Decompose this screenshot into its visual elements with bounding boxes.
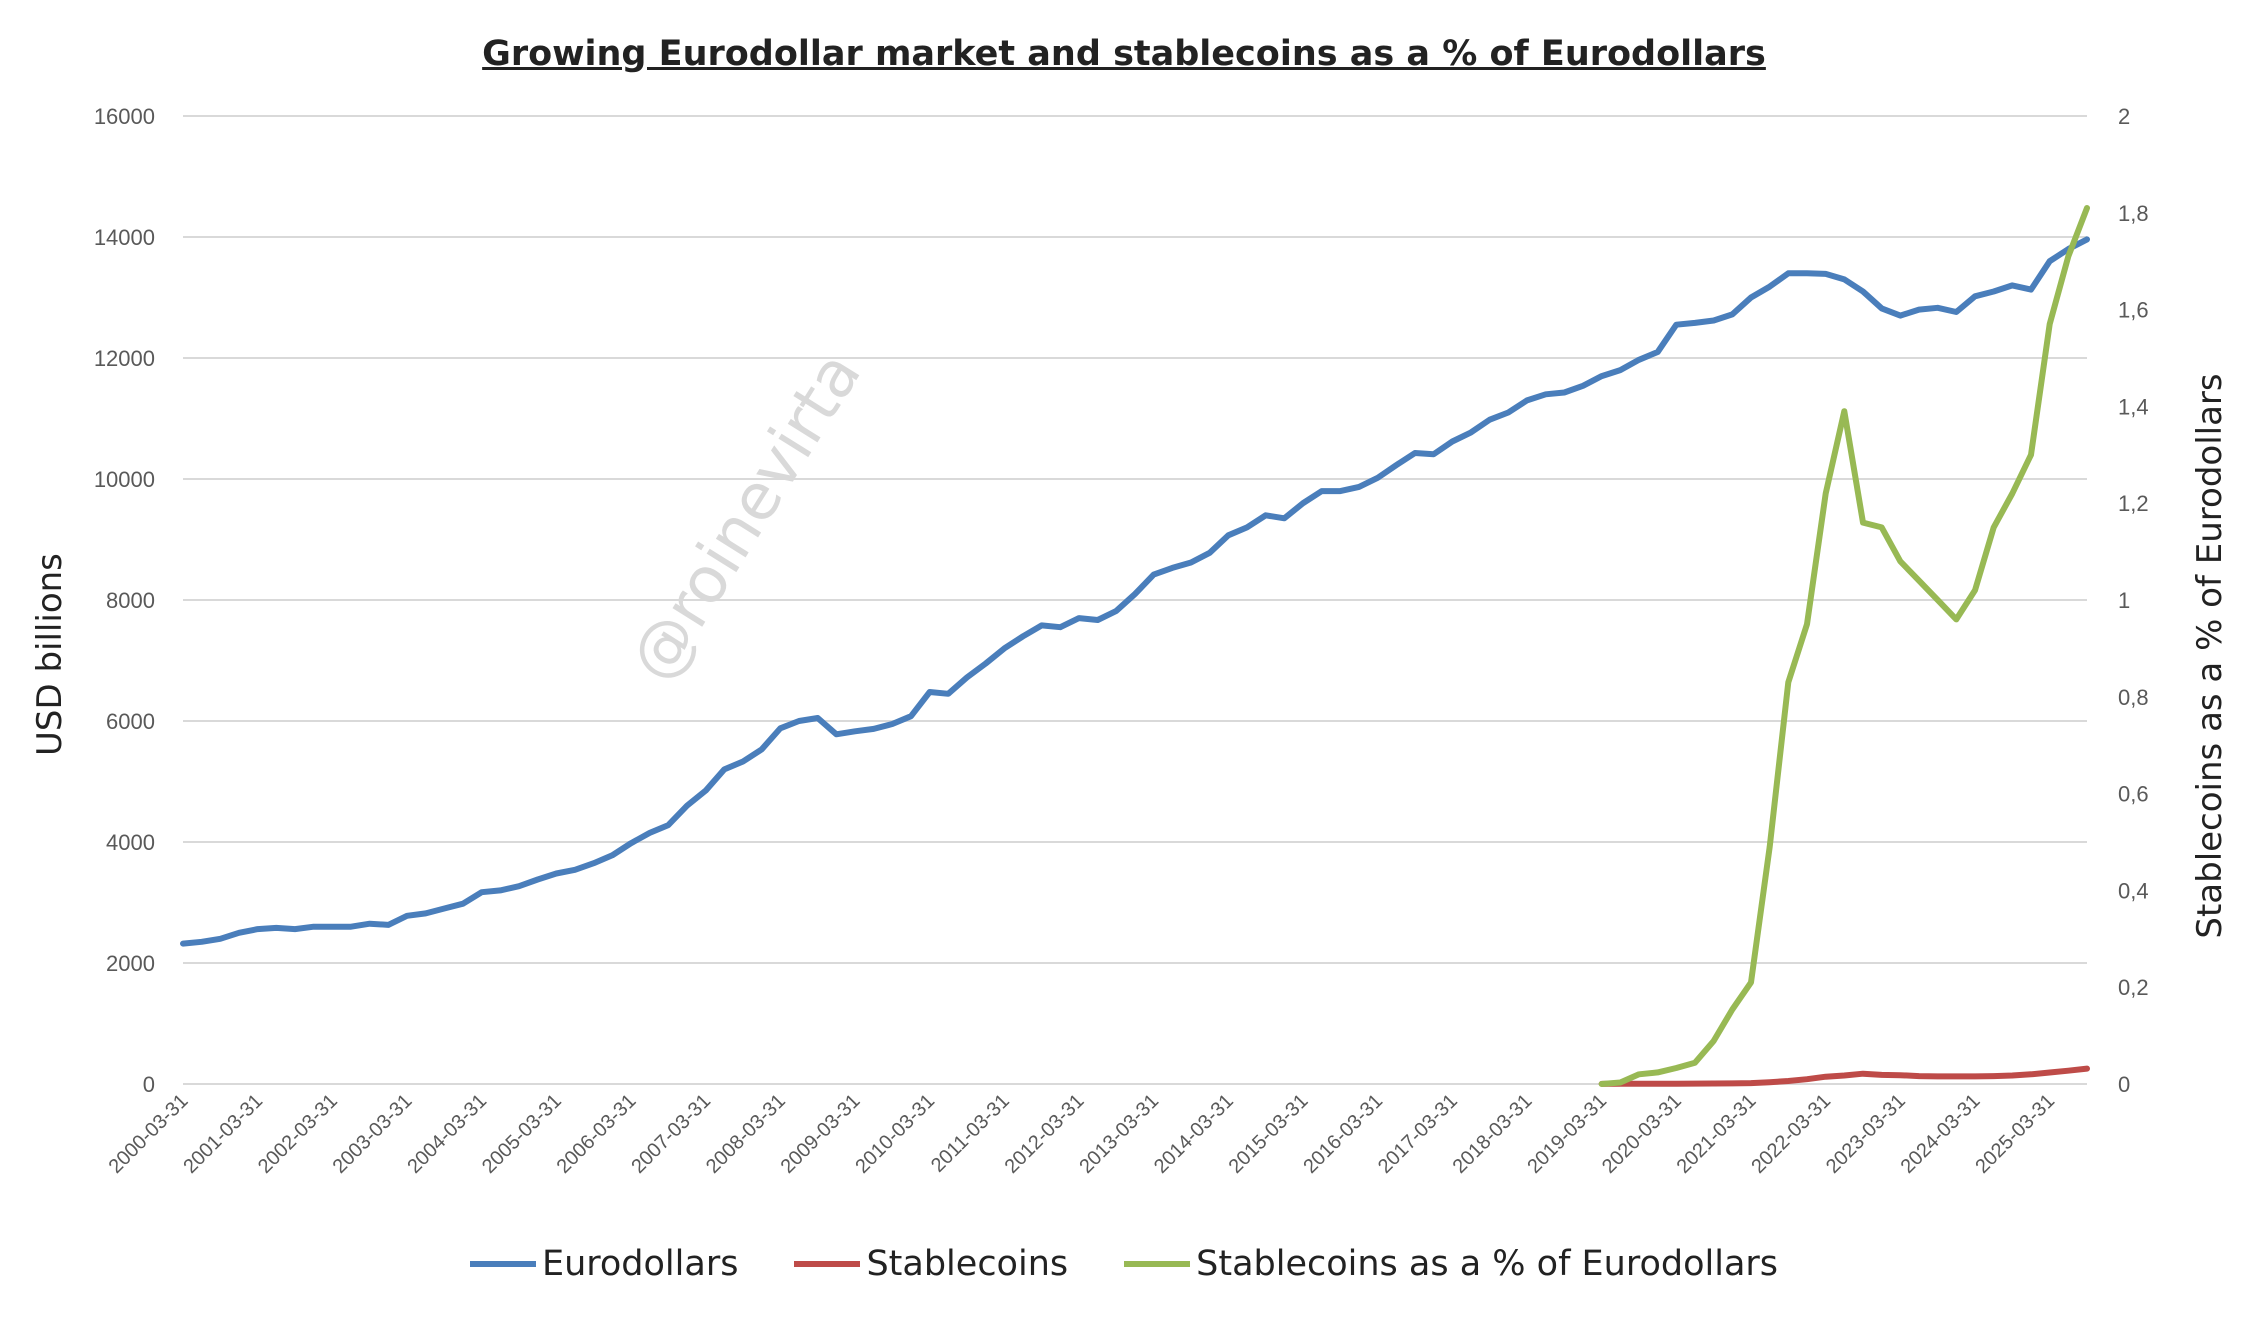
x-tick-label: 2009-03-31 — [777, 1090, 865, 1178]
x-tick-label: 2025-03-31 — [1971, 1090, 2059, 1178]
x-tick-label: 2002-03-31 — [254, 1090, 342, 1178]
series-line-stablecoins-as-a-of-eurodollars — [1598, 205, 2090, 1087]
y-tick-label: 6000 — [106, 709, 155, 734]
legend-swatch — [469, 1261, 536, 1267]
y-tick-label: 0 — [143, 1072, 155, 1097]
y-right-tick-label: 1,2 — [2118, 491, 2149, 516]
x-tick-label: 2010-03-31 — [851, 1090, 939, 1178]
y-right-tick-label: 1,4 — [2118, 394, 2149, 419]
y-axis-label-right: Stablecoins as a % of Eurodollars — [2190, 373, 2230, 939]
x-tick-label: 2024-03-31 — [1897, 1090, 1985, 1178]
y-tick-label: 4000 — [106, 830, 155, 855]
x-tick-label: 2006-03-31 — [553, 1090, 641, 1178]
x-tick-label: 2008-03-31 — [702, 1090, 790, 1178]
legend-item-eurodollars: Eurodollars — [469, 1244, 738, 1284]
x-tick-label: 2019-03-31 — [1523, 1090, 1611, 1178]
x-tick-label: 2001-03-31 — [179, 1090, 267, 1178]
x-tick-label: 2016-03-31 — [1299, 1090, 1387, 1178]
legend-item-stablecoins-pct: Stablecoins as a % of Eurodollars — [1124, 1244, 1778, 1284]
x-tick-label: 2015-03-31 — [1225, 1090, 1313, 1178]
y-right-tick-label: 0 — [2118, 1072, 2130, 1097]
x-tick-label: 2007-03-31 — [627, 1090, 715, 1178]
y-right-tick-label: 0,8 — [2118, 685, 2149, 710]
legend-item-stablecoins: Stablecoins — [794, 1244, 1068, 1284]
x-tick-label: 2020-03-31 — [1598, 1090, 1686, 1178]
x-tick-label: 2012-03-31 — [1001, 1090, 1089, 1178]
y-right-tick-label: 1 — [2118, 588, 2130, 613]
y-right-tick-label: 1,8 — [2118, 201, 2149, 226]
y-tick-label: 8000 — [106, 588, 155, 613]
y-axis-label-left: USD billions — [30, 553, 70, 756]
x-tick-label: 2013-03-31 — [1075, 1090, 1163, 1178]
y-right-tick-label: 0,6 — [2118, 782, 2149, 807]
x-tick-label: 2000-03-31 — [105, 1090, 193, 1178]
legend-swatch — [1124, 1261, 1191, 1267]
x-tick-label: 2018-03-31 — [1449, 1090, 1537, 1178]
y-right-tick-label: 0,4 — [2118, 878, 2149, 903]
y-right-tick-label: 0,2 — [2118, 975, 2149, 1000]
legend: Eurodollars Stablecoins Stablecoins as a… — [0, 1244, 2248, 1284]
x-tick-label: 2022-03-31 — [1747, 1090, 1835, 1178]
y-tick-label: 16000 — [94, 104, 155, 129]
x-tick-label: 2017-03-31 — [1374, 1090, 1462, 1178]
x-tick-label: 2003-03-31 — [329, 1090, 417, 1178]
x-tick-label: 2023-03-31 — [1822, 1090, 1910, 1178]
y-tick-label: 2000 — [106, 951, 155, 976]
series-line-eurodollars — [180, 236, 2090, 947]
y-right-tick-label: 1,6 — [2118, 298, 2149, 323]
legend-swatch — [794, 1261, 861, 1267]
chart-title: Growing Eurodollar market and stablecoin… — [482, 34, 1766, 74]
x-tick-label: 2004-03-31 — [403, 1090, 491, 1178]
x-tick-label: 2021-03-31 — [1673, 1090, 1761, 1178]
y-tick-label: 14000 — [94, 225, 155, 250]
y-tick-label: 10000 — [94, 467, 155, 492]
y-tick-label: 12000 — [94, 346, 155, 371]
x-tick-label: 2005-03-31 — [478, 1090, 566, 1178]
y-right-tick-label: 2 — [2118, 104, 2130, 129]
x-tick-label: 2014-03-31 — [1150, 1090, 1238, 1178]
series-line-stablecoins — [1598, 1065, 2090, 1087]
